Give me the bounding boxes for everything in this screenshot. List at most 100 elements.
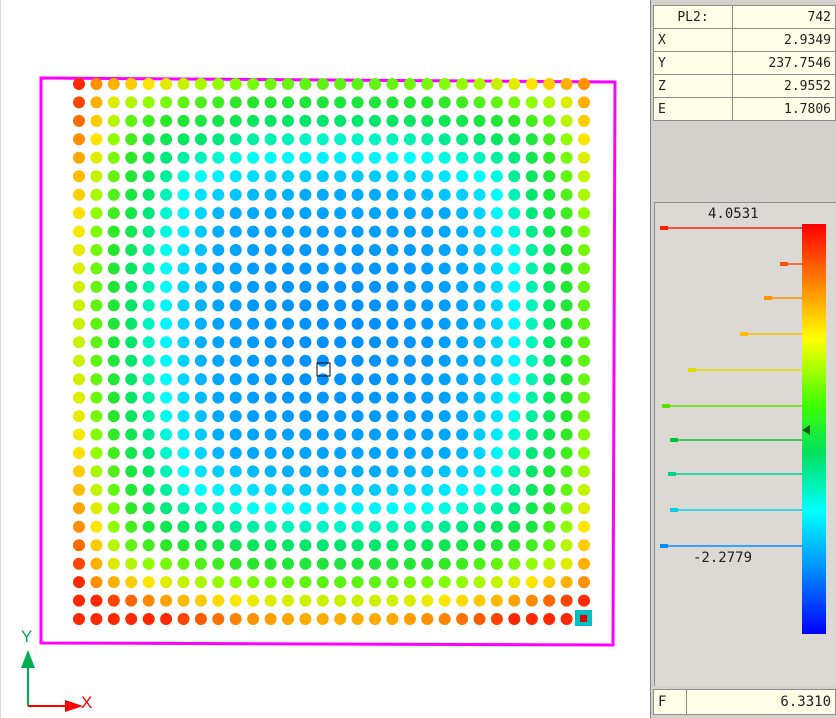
grid-point[interactable]	[194, 317, 207, 330]
grid-point[interactable]	[282, 151, 294, 164]
grid-point[interactable]	[160, 520, 173, 533]
grid-point[interactable]	[369, 502, 381, 515]
grid-point[interactable]	[229, 576, 242, 589]
grid-point[interactable]	[316, 483, 329, 496]
grid-point[interactable]	[264, 613, 277, 625]
grid-point[interactable]	[142, 576, 155, 589]
color-legend[interactable]	[654, 202, 836, 686]
grid-point[interactable]	[351, 354, 364, 367]
grid-point[interactable]	[177, 576, 190, 589]
grid-point[interactable]	[421, 539, 434, 552]
grid-point[interactable]	[525, 151, 538, 164]
grid-point[interactable]	[212, 207, 225, 220]
grid-point[interactable]	[490, 576, 503, 589]
grid-point[interactable]	[543, 133, 556, 146]
grid-point[interactable]	[334, 354, 347, 367]
grid-point[interactable]	[456, 317, 469, 330]
grid-point[interactable]	[90, 520, 103, 533]
grid-point[interactable]	[107, 594, 120, 607]
grid-point[interactable]	[351, 410, 364, 423]
grid-point[interactable]	[490, 520, 503, 533]
grid-point[interactable]	[473, 557, 486, 570]
grid-point[interactable]	[282, 613, 294, 625]
grid-point[interactable]	[282, 244, 294, 256]
grid-point[interactable]	[578, 410, 590, 423]
grid-point[interactable]	[351, 391, 364, 404]
grid-point[interactable]	[490, 114, 503, 127]
grid-point[interactable]	[421, 428, 434, 441]
grid-point[interactable]	[125, 483, 138, 496]
grid-point[interactable]	[421, 114, 434, 127]
grid-point[interactable]	[369, 336, 381, 349]
grid-point[interactable]	[229, 207, 242, 220]
grid-point[interactable]	[247, 96, 260, 109]
grid-point[interactable]	[264, 373, 277, 386]
grid-point[interactable]	[403, 244, 416, 256]
grid-point[interactable]	[351, 280, 364, 293]
grid-point[interactable]	[125, 244, 138, 256]
grid-point[interactable]	[316, 114, 329, 127]
grid-point[interactable]	[473, 188, 486, 201]
grid-point[interactable]	[578, 170, 590, 183]
grid-point[interactable]	[351, 317, 364, 330]
grid-point[interactable]	[90, 262, 103, 275]
grid-point[interactable]	[578, 299, 590, 312]
grid-point[interactable]	[473, 78, 486, 90]
grid-point[interactable]	[177, 207, 190, 220]
grid-point[interactable]	[490, 373, 503, 386]
grid-point[interactable]	[73, 280, 85, 293]
grid-point[interactable]	[386, 170, 399, 183]
grid-point[interactable]	[107, 613, 120, 625]
grid-point[interactable]	[264, 520, 277, 533]
grid-point[interactable]	[560, 539, 573, 552]
grid-point[interactable]	[560, 225, 573, 238]
grid-point[interactable]	[508, 520, 521, 533]
grid-point[interactable]	[316, 502, 329, 515]
grid-point[interactable]	[160, 502, 173, 515]
grid-point[interactable]	[229, 428, 242, 441]
grid-point[interactable]	[369, 207, 381, 220]
grid-point[interactable]	[194, 447, 207, 459]
grid-point[interactable]	[229, 299, 242, 312]
grid-point[interactable]	[334, 78, 347, 90]
grid-point[interactable]	[578, 576, 590, 589]
grid-point[interactable]	[73, 299, 85, 312]
grid-point[interactable]	[386, 354, 399, 367]
grid-point[interactable]	[125, 410, 138, 423]
grid-point[interactable]	[334, 391, 347, 404]
grid-point[interactable]	[125, 557, 138, 570]
grid-point[interactable]	[142, 280, 155, 293]
grid-point[interactable]	[490, 207, 503, 220]
grid-point[interactable]	[194, 96, 207, 109]
grid-point[interactable]	[578, 96, 590, 109]
grid-point[interactable]	[299, 391, 312, 404]
grid-point[interactable]	[142, 520, 155, 533]
grid-point[interactable]	[369, 280, 381, 293]
grid-point[interactable]	[177, 299, 190, 312]
grid-point[interactable]	[543, 244, 556, 256]
grid-point[interactable]	[107, 391, 120, 404]
grid-point[interactable]	[247, 78, 260, 90]
grid-point[interactable]	[525, 502, 538, 515]
grid-point[interactable]	[403, 170, 416, 183]
grid-point[interactable]	[212, 262, 225, 275]
grid-point[interactable]	[142, 483, 155, 496]
grid-point[interactable]	[316, 594, 329, 607]
grid-point[interactable]	[125, 188, 138, 201]
grid-point[interactable]	[543, 373, 556, 386]
grid-point[interactable]	[73, 151, 85, 164]
grid-point[interactable]	[160, 133, 173, 146]
grid-point[interactable]	[543, 520, 556, 533]
grid-point[interactable]	[473, 594, 486, 607]
grid-point[interactable]	[107, 502, 120, 515]
grid-point[interactable]	[508, 557, 521, 570]
grid-point[interactable]	[177, 447, 190, 459]
grid-point[interactable]	[229, 336, 242, 349]
grid-point[interactable]	[386, 594, 399, 607]
grid-point[interactable]	[73, 207, 85, 220]
grid-point[interactable]	[177, 151, 190, 164]
grid-point[interactable]	[334, 539, 347, 552]
grid-point[interactable]	[177, 336, 190, 349]
grid-point[interactable]	[473, 262, 486, 275]
grid-point[interactable]	[90, 447, 103, 459]
